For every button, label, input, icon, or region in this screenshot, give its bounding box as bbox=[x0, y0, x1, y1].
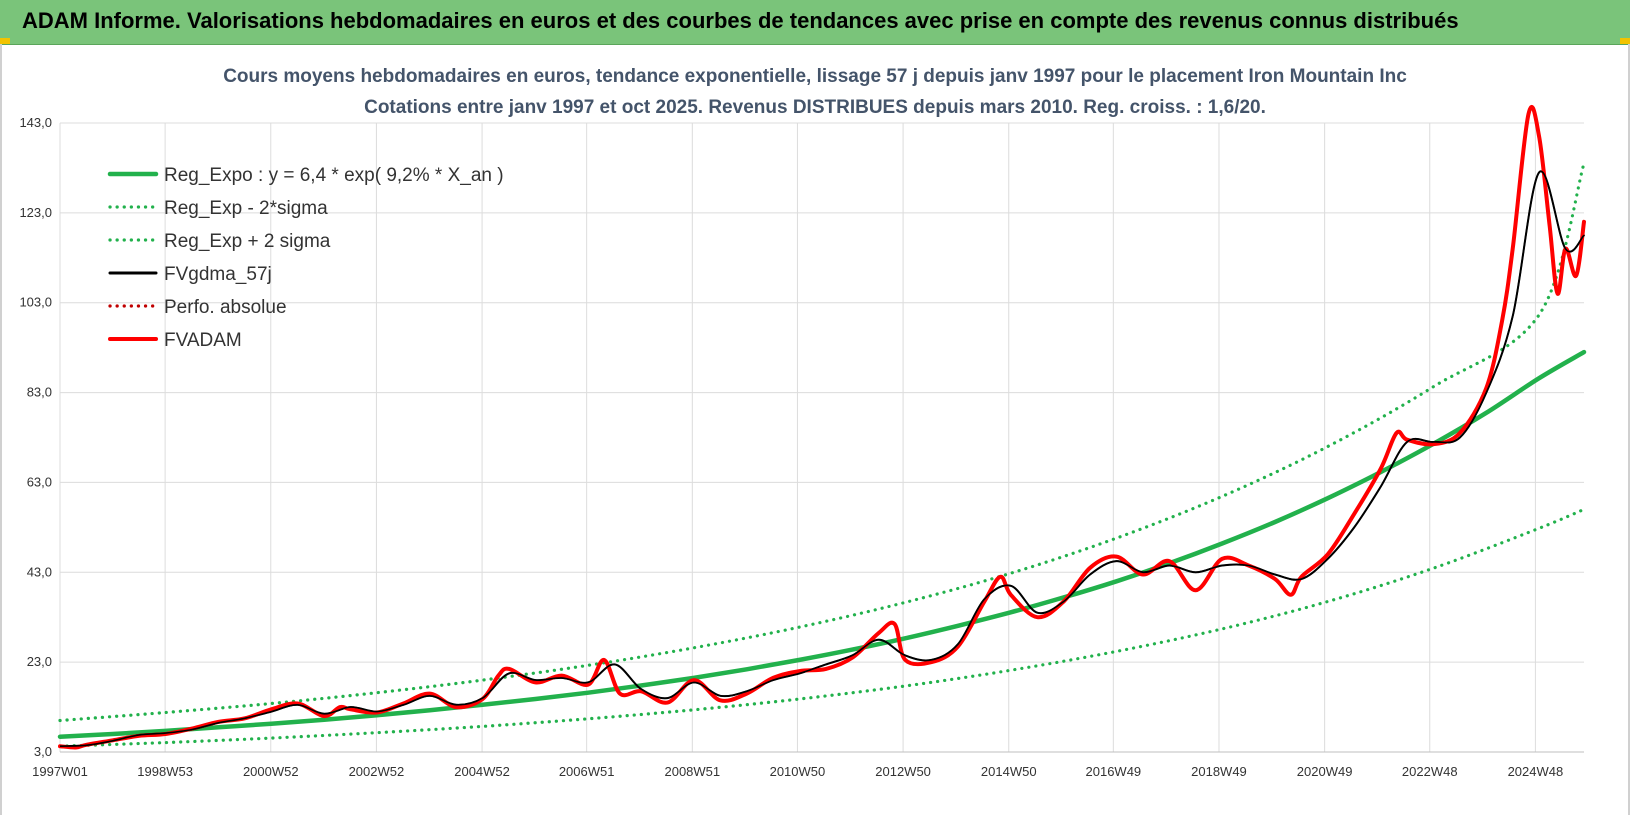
x-tick-label: 2002W52 bbox=[349, 764, 405, 779]
y-tick-label: 23,0 bbox=[27, 654, 52, 669]
banner: ADAM Informe. Valorisations hebdomadaire… bbox=[0, 0, 1630, 45]
y-tick-label: 43,0 bbox=[27, 564, 52, 579]
y-tick-label: 3,0 bbox=[34, 744, 52, 759]
x-tick-label: 2016W49 bbox=[1086, 764, 1142, 779]
series-line-fvadam bbox=[58, 104, 1586, 750]
x-tick-label: 2000W52 bbox=[243, 764, 299, 779]
series-line-reg_expo bbox=[57, 349, 1587, 739]
y-tick-label: 143,0 bbox=[19, 115, 52, 130]
chart-title-line2: Cotations entre janv 1997 et oct 2025. R… bbox=[364, 97, 1266, 118]
x-tick-label: 1997W01 bbox=[32, 764, 88, 779]
legend-label-fvgdma: FVgdma_57j bbox=[164, 264, 272, 285]
legend-label-reg_minus: Reg_Exp - 2*sigma bbox=[164, 198, 328, 219]
x-tick-label: 2024W48 bbox=[1508, 764, 1564, 779]
legend-label-perfo: Perfo. absolue bbox=[164, 297, 287, 318]
x-tick-label: 2012W50 bbox=[875, 764, 931, 779]
x-tick-label: 2018W49 bbox=[1191, 764, 1247, 779]
y-tick-label: 103,0 bbox=[19, 295, 52, 310]
x-tick-label: 2020W49 bbox=[1297, 764, 1353, 779]
x-tick-label: 2006W51 bbox=[559, 764, 615, 779]
legend-label-reg_plus: Reg_Exp + 2 sigma bbox=[164, 231, 331, 252]
banner-title: ADAM Informe. Valorisations hebdomadaire… bbox=[22, 8, 1459, 33]
y-tick-label: 63,0 bbox=[27, 474, 52, 489]
series-line-fvgdma-overlay bbox=[59, 170, 1585, 747]
x-tick-label: 2008W51 bbox=[664, 764, 720, 779]
x-tick-label: 1998W53 bbox=[137, 764, 193, 779]
x-tick-label: 2014W50 bbox=[981, 764, 1037, 779]
corner-mark-left bbox=[0, 38, 10, 44]
series-line-fvgdma bbox=[59, 170, 1585, 748]
legend-label-fvadam: FVADAM bbox=[164, 330, 242, 351]
chart-title-line1: Cours moyens hebdomadaires en euros, ten… bbox=[223, 66, 1407, 87]
x-tick-label: 2010W50 bbox=[770, 764, 826, 779]
y-tick-label: 123,0 bbox=[19, 205, 52, 220]
y-tick-label: 83,0 bbox=[27, 385, 52, 400]
legend-label-reg_expo: Reg_Expo : y = 6,4 * exp( 9,2% * X_an ) bbox=[164, 165, 504, 186]
corner-mark-right bbox=[1620, 38, 1630, 44]
x-tick-label: 2022W48 bbox=[1402, 764, 1458, 779]
chart-area bbox=[0, 44, 1630, 815]
series-line-reg_plus bbox=[58, 161, 1586, 723]
x-tick-label: 2004W52 bbox=[454, 764, 510, 779]
series-line-reg_minus bbox=[58, 507, 1586, 748]
